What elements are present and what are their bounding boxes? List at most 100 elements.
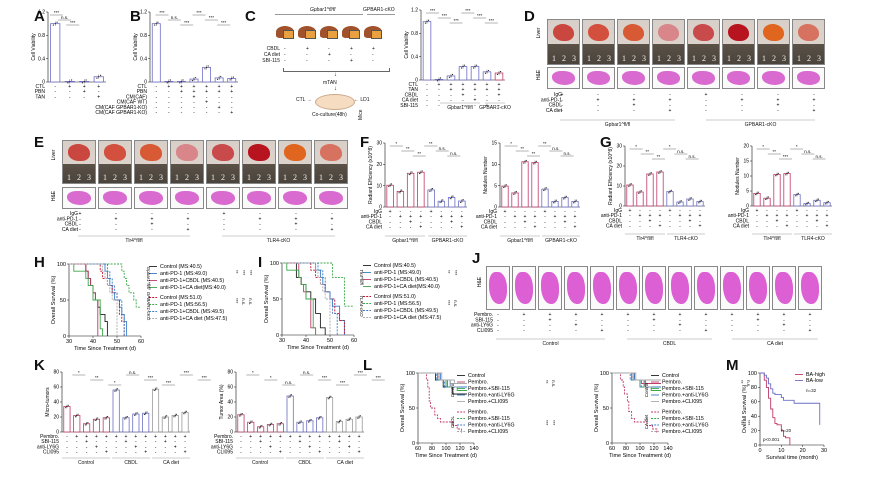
sign-cell: +	[318, 434, 321, 440]
significance-label: **	[429, 141, 433, 146]
row-label: TAN	[408, 87, 418, 93]
data-point	[125, 417, 127, 419]
survival-curve	[69, 263, 118, 336]
tumor-region	[327, 30, 338, 39]
y-axis-label: Cell Viability	[31, 33, 37, 61]
y-tick-label: 0	[42, 80, 45, 86]
sign-cell: -	[155, 94, 157, 100]
sign-cell: +	[757, 317, 760, 323]
data-point	[430, 189, 432, 191]
sign-cell: -	[554, 225, 556, 231]
sign-cell: -	[284, 46, 286, 52]
data-point	[440, 200, 442, 202]
sign-cell: +	[144, 434, 147, 440]
data-point	[250, 421, 252, 423]
sign-cell: -	[504, 225, 506, 231]
sign-cell: -	[627, 317, 629, 323]
tissue-section	[691, 71, 716, 85]
lung-he-photo	[798, 266, 822, 310]
ruler-scale: 123	[103, 173, 133, 182]
significance-label: ***	[340, 380, 346, 385]
sign-cell: -	[165, 450, 167, 456]
ruler-scale: 123	[67, 173, 97, 182]
sign-cell: +	[205, 84, 208, 90]
sign-cell: +	[523, 312, 526, 318]
sign-cell: -	[306, 52, 308, 58]
data-point	[418, 172, 421, 175]
sign-cell: -	[279, 439, 281, 445]
ruler-scale: 123	[319, 173, 349, 182]
schematic-row-ca-diet: CA diet	[263, 52, 280, 58]
y-tick-label: 1.2	[411, 8, 418, 14]
sign-cell: +	[295, 222, 298, 228]
group-label: GPBAR1-cKO	[479, 105, 511, 111]
sign-cell: -	[331, 222, 333, 228]
y-tick-label: 0	[379, 205, 382, 211]
bar	[753, 192, 761, 207]
y-tick-label: 0.4	[411, 54, 418, 60]
sign-cell: +	[151, 222, 154, 228]
sign-cell: +	[813, 108, 816, 114]
data-point	[220, 75, 222, 78]
data-point	[154, 388, 157, 390]
sign-cell: -	[125, 444, 127, 450]
bar	[237, 414, 245, 433]
sign-cell: -	[777, 108, 779, 114]
x-axis-label: Time Since Treatment (d)	[609, 453, 671, 459]
group-label: Gpbar1^fl/fl	[605, 122, 630, 128]
sign-cell: +	[308, 444, 311, 450]
data-point	[670, 189, 672, 191]
sign-cell: +	[731, 312, 734, 318]
tissue-section	[138, 191, 164, 205]
sign-cell: -	[639, 218, 641, 224]
data-point	[327, 398, 329, 400]
row-label: CA diet	[481, 225, 498, 231]
row-label: anti-PD-1	[601, 213, 622, 219]
data-point	[649, 173, 651, 175]
sign-cell: +	[639, 213, 642, 219]
data-point	[135, 413, 137, 415]
sign-cell: -	[705, 108, 707, 114]
data-point	[105, 417, 107, 419]
sign-cell: +	[331, 227, 334, 233]
x-tick-label: 80	[623, 446, 629, 452]
data-point	[496, 73, 499, 75]
sign-cell: -	[757, 323, 759, 329]
survival-curve	[760, 372, 821, 425]
legend-label: Control	[662, 373, 679, 379]
sign-cell: +	[125, 439, 128, 445]
ruler-scale: 123	[587, 54, 617, 63]
sign-cell: -	[756, 213, 758, 219]
tissue-section	[282, 191, 308, 205]
data-point	[805, 204, 807, 206]
sign-cell: -	[438, 98, 440, 104]
data-point	[523, 162, 525, 164]
x-tick-label: 140	[469, 446, 478, 452]
sign-cell: -	[223, 222, 225, 228]
legend-label: Pembro.	[468, 380, 488, 386]
sign-cell: -	[629, 213, 631, 219]
schematic-row-cbdl: CBDL	[266, 46, 280, 52]
sign-cell: +	[679, 213, 682, 219]
tissue-section	[796, 71, 821, 85]
sign-cell: -	[741, 108, 743, 114]
data-point	[84, 424, 86, 426]
y-tick-label: 40	[53, 400, 59, 406]
mouse-liver-icon	[298, 26, 316, 39]
sign-cell: -	[155, 450, 157, 456]
tissue-section	[671, 272, 689, 304]
data-point	[280, 421, 283, 424]
sign-cell: -	[193, 100, 195, 106]
group-label: TLR4-cKO	[801, 236, 825, 242]
data-point	[269, 423, 272, 426]
row-label: CM(CAF GPBAR1-KO)	[95, 110, 147, 116]
sign-cell: +	[514, 214, 517, 220]
data-point	[241, 412, 243, 415]
y-tick-label: 10	[491, 162, 497, 168]
sign-cell: -	[796, 224, 798, 230]
sign-cell: +	[164, 439, 167, 445]
y-tick-label: 20	[376, 162, 382, 168]
sign-cell: +	[389, 209, 392, 215]
sign-cell: +	[699, 213, 702, 219]
data-point	[785, 174, 787, 176]
